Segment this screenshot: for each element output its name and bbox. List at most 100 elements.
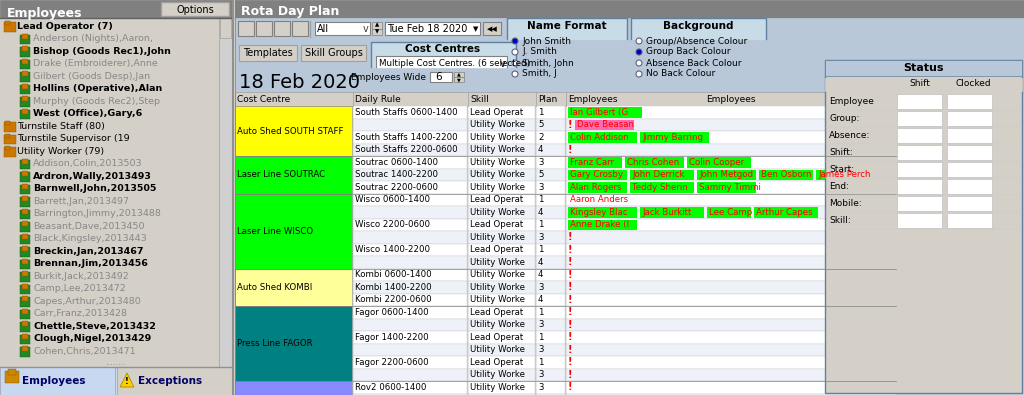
Text: Rov2 0600-1400: Rov2 0600-1400: [355, 383, 426, 392]
Text: ........: ........: [105, 358, 127, 367]
Text: Kombi 0600-1400: Kombi 0600-1400: [355, 270, 432, 279]
Text: Anderson (Nights),Aaron,: Anderson (Nights),Aaron,: [33, 34, 153, 43]
Text: Alan Rogers: Alan Rogers: [570, 183, 622, 192]
Text: Anne Drake (I: Anne Drake (I: [570, 220, 629, 229]
Bar: [353, 281, 467, 293]
Bar: [468, 293, 535, 306]
Text: Lead Operat: Lead Operat: [470, 245, 523, 254]
Bar: [22, 158, 28, 164]
Bar: [274, 21, 290, 36]
Bar: [234, 194, 352, 269]
Bar: [353, 331, 467, 344]
Bar: [234, 269, 352, 306]
Text: Smith, J: Smith, J: [522, 70, 557, 79]
Bar: [825, 78, 1022, 91]
Text: Teddy Sherin: Teddy Sherin: [632, 183, 688, 192]
Bar: [566, 306, 896, 318]
Bar: [897, 94, 942, 109]
Text: Kingsley Blac: Kingsley Blac: [570, 208, 628, 217]
Bar: [22, 221, 28, 226]
Text: !: !: [568, 232, 572, 242]
Bar: [468, 156, 535, 169]
Bar: [353, 344, 467, 356]
Text: Employees Wide: Employees Wide: [351, 73, 426, 81]
Bar: [536, 243, 565, 256]
Text: 1: 1: [538, 308, 544, 317]
Bar: [566, 281, 896, 293]
Bar: [4, 122, 16, 132]
Bar: [353, 369, 467, 381]
Text: Auto Shed KOMBI: Auto Shed KOMBI: [237, 283, 312, 292]
Bar: [20, 247, 30, 256]
Text: 3: 3: [538, 320, 544, 329]
Bar: [234, 306, 352, 381]
Bar: [22, 46, 28, 51]
Bar: [234, 40, 1024, 68]
Bar: [376, 56, 507, 71]
Bar: [20, 72, 30, 81]
Bar: [468, 318, 535, 331]
Text: Carr,Franz,2013428: Carr,Franz,2013428: [33, 309, 127, 318]
Bar: [566, 369, 896, 381]
Text: James Perch: James Perch: [818, 170, 870, 179]
Bar: [566, 318, 896, 331]
Text: John Metgod: John Metgod: [699, 170, 753, 179]
Text: Utility Worke: Utility Worke: [470, 270, 525, 279]
Text: Skill:: Skill:: [829, 216, 851, 225]
Circle shape: [636, 60, 642, 66]
Bar: [816, 169, 874, 180]
Text: Addison,Colin,2013503: Addison,Colin,2013503: [33, 159, 142, 168]
Text: ▼: ▼: [473, 26, 478, 32]
Text: Jimmy Barring: Jimmy Barring: [642, 133, 703, 142]
Text: Plan: Plan: [538, 94, 557, 103]
Text: Barnwell,John,2013505: Barnwell,John,2013505: [33, 184, 157, 193]
Circle shape: [512, 38, 518, 44]
Bar: [353, 269, 467, 281]
Text: Clocked: Clocked: [955, 79, 991, 88]
Bar: [20, 297, 30, 307]
Bar: [897, 179, 942, 194]
Text: Utility Worke: Utility Worke: [470, 370, 525, 379]
Text: Colin Addison: Colin Addison: [570, 133, 629, 142]
Bar: [353, 393, 467, 395]
Bar: [4, 22, 16, 32]
Text: Turnstile Supervisor (19: Turnstile Supervisor (19: [17, 134, 130, 143]
Bar: [640, 132, 709, 143]
Text: !: !: [568, 145, 572, 155]
Bar: [536, 381, 565, 393]
Text: End:: End:: [829, 182, 849, 191]
Text: !: !: [568, 257, 572, 267]
Bar: [707, 207, 751, 218]
Bar: [468, 118, 535, 131]
Bar: [353, 206, 467, 218]
Text: All: All: [317, 24, 329, 34]
Bar: [897, 145, 942, 160]
Text: No Back Colour: No Back Colour: [646, 70, 715, 79]
Text: 5: 5: [538, 120, 544, 129]
Bar: [22, 71, 28, 76]
Bar: [468, 243, 535, 256]
Bar: [536, 281, 565, 293]
Bar: [20, 235, 30, 244]
Bar: [536, 218, 565, 231]
Bar: [947, 162, 992, 177]
Bar: [566, 331, 896, 344]
Bar: [566, 356, 896, 369]
Bar: [353, 381, 467, 393]
Text: 1: 1: [538, 358, 544, 367]
Bar: [536, 393, 565, 395]
Text: Utility Worke: Utility Worke: [470, 208, 525, 217]
Text: !: !: [125, 378, 129, 386]
Bar: [566, 143, 896, 156]
Bar: [468, 269, 535, 281]
Bar: [22, 346, 28, 351]
Text: Skill: Skill: [470, 94, 488, 103]
Bar: [353, 131, 467, 143]
Bar: [20, 209, 30, 219]
Text: Ian Gilbert (G: Ian Gilbert (G: [570, 108, 628, 117]
Bar: [468, 194, 535, 206]
Bar: [234, 68, 1024, 92]
Circle shape: [512, 49, 518, 55]
Text: Group Back Colour: Group Back Colour: [646, 47, 730, 56]
Text: !: !: [568, 282, 572, 292]
